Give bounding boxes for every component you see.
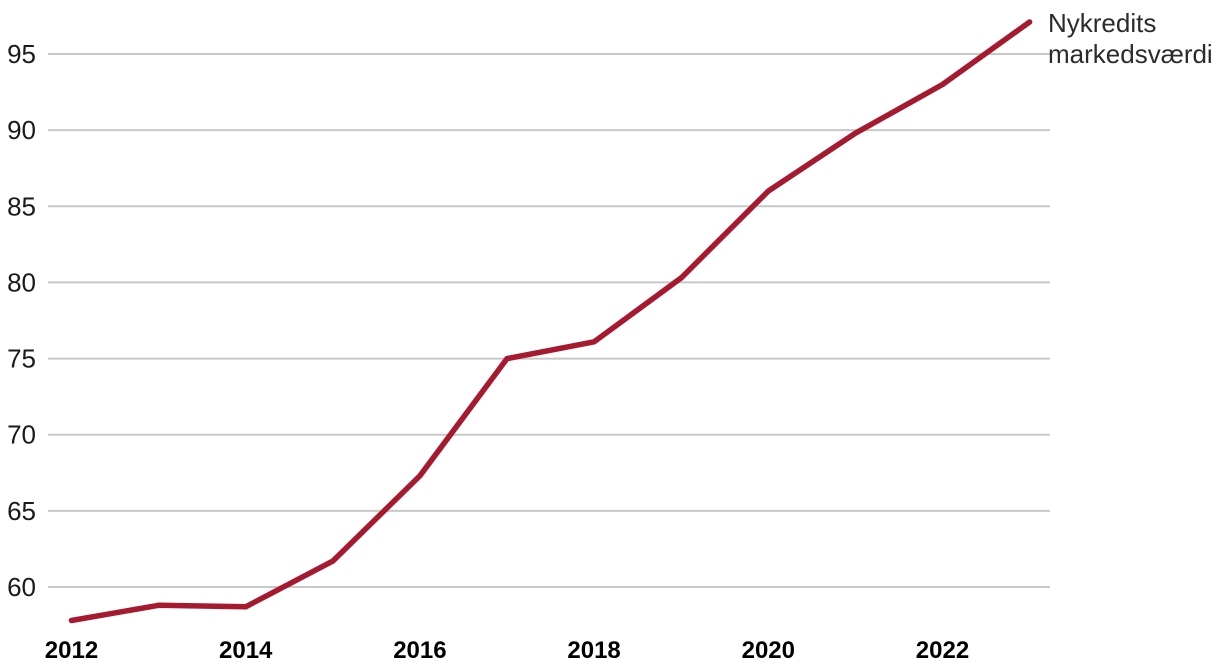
y-tick-label-95: 95 — [7, 39, 36, 69]
series-line-nykredits-markedsvaerdi — [68, 19, 1033, 624]
y-tick-label-60: 60 — [7, 572, 36, 602]
y-tick-label-75: 75 — [7, 344, 36, 374]
series-label: Nykredits markedsværdi — [1048, 8, 1213, 70]
x-tick-label-2020: 2020 — [742, 637, 795, 664]
y-tick-label-80: 80 — [7, 267, 36, 297]
x-tick-label-2016: 2016 — [393, 637, 446, 664]
y-tick-label-65: 65 — [7, 496, 36, 526]
x-tick-label-2012: 2012 — [45, 637, 98, 664]
y-tick-label-85: 85 — [7, 191, 36, 221]
series-label-line1: Nykredits — [1048, 8, 1157, 38]
x-tick-label-2022: 2022 — [916, 637, 969, 664]
x-tick-label-2018: 2018 — [567, 637, 620, 664]
y-tick-label-70: 70 — [7, 420, 36, 450]
x-tick-label-2014: 2014 — [219, 637, 273, 664]
y-tick-label-90: 90 — [7, 115, 36, 145]
series-label-line2: markedsværdi — [1048, 39, 1213, 69]
